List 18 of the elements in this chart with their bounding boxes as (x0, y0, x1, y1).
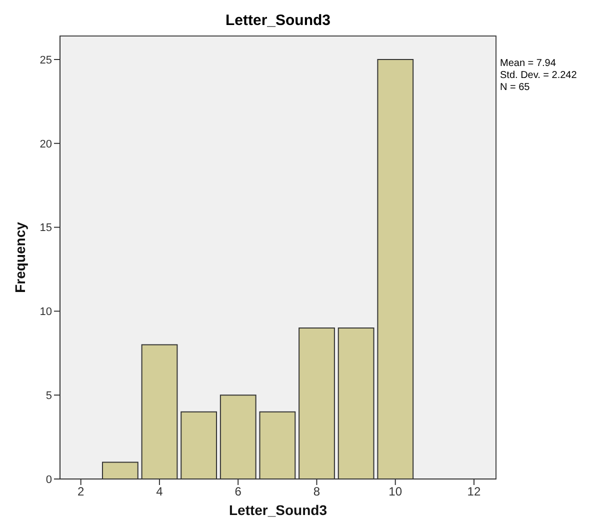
y-tick-label: 25 (40, 54, 52, 66)
y-tick-label: 15 (40, 222, 52, 234)
y-tick-label: 20 (40, 138, 52, 150)
x-tick-label: 8 (313, 484, 320, 499)
chart-title: Letter_Sound3 (224, 12, 332, 29)
x-tick-label: 2 (77, 484, 84, 499)
x-tick-label: 10 (388, 484, 402, 499)
text: N = 65 (500, 82, 531, 94)
x-axis-title: Letter_Sound3 (228, 502, 328, 518)
x-tick-label: 6 (234, 484, 242, 499)
text: Std. Dev. = 2.242 (500, 70, 577, 82)
x-tick-label: 4 (156, 484, 164, 499)
text: Mean = 7.94 (500, 58, 557, 70)
y-axis-title: Frequency (12, 222, 28, 293)
y-tick-label: 5 (46, 390, 52, 402)
y-tick-label: 0 (46, 474, 52, 486)
y-tick-label: 10 (40, 306, 52, 318)
x-tick-label: 12 (467, 484, 481, 499)
